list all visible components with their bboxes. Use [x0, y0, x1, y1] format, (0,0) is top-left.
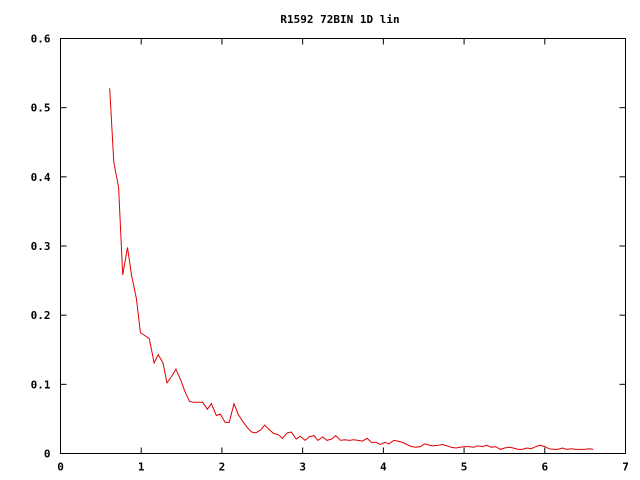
x-axis: 0 1 2 3 4 5 6 7 — [57, 38, 629, 474]
y-tick-label: 0 — [44, 448, 51, 461]
x-tick-label: 2 — [219, 461, 226, 474]
y-tick-label: 0.6 — [31, 33, 51, 46]
x-tick-label: 3 — [299, 461, 306, 474]
plot-frame — [60, 38, 626, 454]
x-tick-label: 0 — [57, 461, 64, 474]
x-tick-label: 7 — [622, 461, 629, 474]
x-tick-label: 6 — [541, 461, 548, 474]
y-axis: 0 0.1 0.2 0.3 0.4 0.5 0.6 — [31, 33, 626, 461]
y-tick-label: 0.5 — [31, 102, 51, 115]
series-line — [109, 88, 594, 450]
x-tick-label: 5 — [461, 461, 468, 474]
x-tick-label: 1 — [138, 461, 145, 474]
x-tick-label: 4 — [380, 461, 387, 474]
chart-title: R1592 72BIN 1D lin — [280, 13, 399, 26]
y-tick-label: 0.4 — [31, 171, 51, 184]
y-tick-label: 0.3 — [31, 240, 51, 253]
y-tick-label: 0.1 — [31, 378, 51, 391]
y-tick-label: 0.2 — [31, 309, 51, 322]
